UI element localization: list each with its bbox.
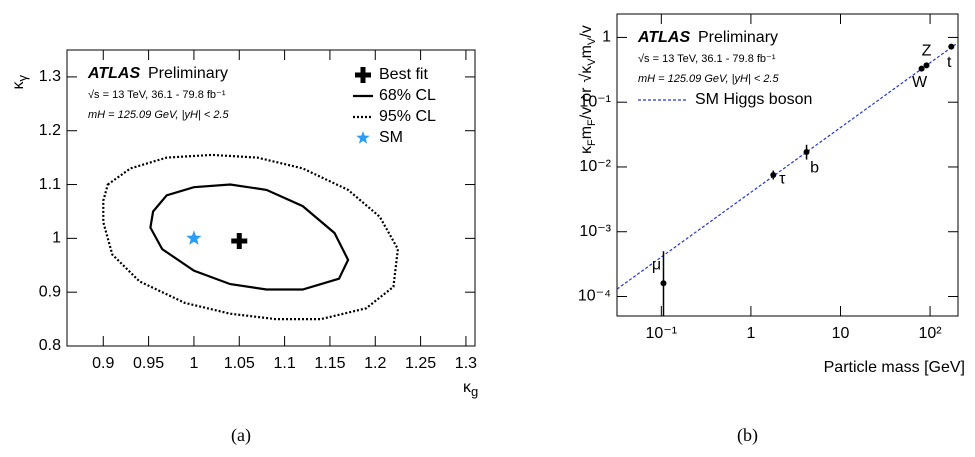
experiment-label: ATLAS [637,29,690,46]
y-axis-label-part: / [578,114,595,119]
x-tick-label: 1 [189,355,198,372]
caption: (b) [737,425,758,446]
data-point [770,172,777,179]
data-point [948,43,955,50]
caption: (a) [231,425,251,446]
status-label: Preliminary [148,65,228,82]
x-tick-label: 1.25 [405,355,436,372]
y-axis-label-part: V [586,58,598,66]
sm-marker [186,230,202,245]
selection-label: mH = 125.09 GeV, |yH| < 2.5 [638,73,780,85]
x-tick-label: 0.9 [92,355,114,372]
reference-line [617,42,958,290]
x-tick-label: 1.2 [364,355,386,372]
legend-label: 68% CL [379,87,436,104]
contour-line [102,153,400,321]
status-label: Preliminary [698,29,778,46]
y-axis-label-part: κ [578,65,595,74]
x-axis-subscript: g [471,384,478,399]
legend-label: SM Higgs boson [695,91,812,108]
x-axis-label: Particle mass [GeV] [824,359,965,376]
y-tick-label: 1.3 [39,68,61,85]
y-tick-label: 10⁻² [579,158,611,175]
legend-label: Best fit [379,66,428,83]
energy-label: √s = 13 TeV, 36.1 - 79.8 fb⁻¹ [88,89,226,101]
experiment-label: ATLAS [87,65,140,82]
x-tick-label: 10² [919,325,943,342]
y-axis-label: κFmF/vor√κVmV/v [578,25,598,154]
x-tick-label: 0.95 [133,355,164,372]
y-tick-label: 1.1 [39,176,61,193]
plot-area [102,153,400,321]
x-tick-label: 10⁻¹ [646,325,678,342]
y-axis-label-part: v [578,25,595,33]
x-tick-label: 1.1 [273,355,295,372]
x-axis-label: κg [463,379,478,399]
y-axis-label-part: √ [578,74,595,83]
legend-label: 95% CL [379,108,436,125]
data-point [923,62,930,69]
y-axis-label-part: κ [578,145,595,154]
y-tick-label: 1.2 [39,122,61,139]
point-label: μ [652,257,661,274]
y-tick-label: 0.9 [39,283,61,300]
point-label: Z [922,43,932,60]
y-tick-label: 10⁻¹ [579,93,611,110]
y-axis-label-part: or [578,87,595,102]
y-tick-label: 0.8 [39,337,61,354]
x-tick-label: 10 [832,325,850,342]
plot-area [617,42,958,316]
point-label: W [912,74,928,91]
y-tick-label: 10⁻⁴ [578,288,611,305]
plot-frame [616,13,959,317]
data-point [918,65,925,72]
y-axis-symbol: κ [10,81,27,90]
plot-frame [66,49,476,347]
best-fit-marker [231,233,248,250]
y-axis-label-part: F [586,119,598,126]
y-tick-label: 10⁻³ [579,223,611,240]
x-tick-label: 1.15 [314,355,345,372]
y-axis-label-part: v [578,107,595,115]
point-label: τ [779,170,786,187]
y-axis-label-part: / [578,33,595,38]
legend-label: SM [379,129,403,146]
y-axis-label-part: m [578,126,595,139]
y-axis-label-part: F [586,139,598,146]
y-axis-label-part: V [586,37,598,45]
y-axis-subscript: γ [15,75,30,82]
data-point [660,280,667,287]
x-tick-label: 1 [746,325,755,342]
x-axis-symbol: κ [463,379,472,396]
y-tick-label: 1 [52,230,61,247]
contour-line [149,183,350,291]
selection-label: mH = 125.09 GeV, |yH| < 2.5 [88,109,230,121]
point-label: b [810,159,819,176]
x-tick-label: 1.05 [224,355,255,372]
x-tick-label: 1.3 [455,355,477,372]
point-label: t [947,54,952,71]
legend-swatch [356,131,370,144]
y-axis-label-part: m [578,45,595,58]
legend-swatch [355,67,371,83]
y-tick-label: 1 [602,29,611,46]
data-point [803,149,810,156]
panel: 0.9 0.95 1 1.05 1.1 1.15 1.2 1.25 1.3 0.8 0.9 1 1.1 1… [10,49,478,446]
energy-label: √s = 13 TeV, 36.1 - 79.8 fb⁻¹ [638,53,776,65]
panel: 10⁻¹ 1 10 10² 10⁻⁴ 10⁻³ 10⁻² 10⁻¹ 1 μ τ b WZt ATLAS Pr… [578,13,965,446]
y-axis-label: κγ [10,75,30,90]
